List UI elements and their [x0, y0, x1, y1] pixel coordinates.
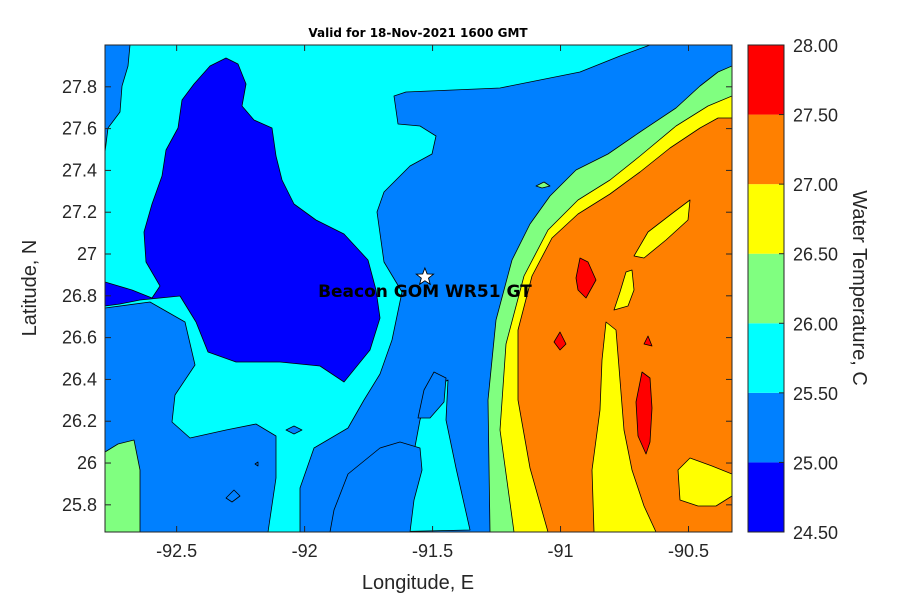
colorbar-tick-label: 28.00: [793, 36, 838, 56]
y-tick-label: 27: [77, 244, 97, 264]
x-tick-label: -91: [548, 541, 574, 561]
y-tick-label: 27.4: [62, 160, 97, 180]
y-tick-label: 26.8: [62, 286, 97, 306]
colorbar-tick-label: 27.00: [793, 175, 838, 195]
x-tick-label: -92: [292, 541, 318, 561]
colorbar-tick-label: 27.50: [793, 106, 838, 126]
colorbar-tick-label: 25.00: [793, 453, 838, 473]
y-tick-label: 27.6: [62, 119, 97, 139]
y-tick-label: 27.2: [62, 202, 97, 222]
colorbar: 24.50 25.00 25.50 26.00 26.50 27.00 27.50 28.00: [748, 36, 838, 543]
colorbar-tick-label: 25.50: [793, 384, 838, 404]
colorbar-segment: [748, 462, 784, 532]
station-label: Beacon GOM WR51 GT: [318, 282, 532, 302]
x-tick-label: -92.5: [156, 541, 197, 561]
x-tick-label: -91.5: [412, 541, 453, 561]
y-tick-label: 26.2: [62, 411, 97, 431]
y-tick-label: 27.8: [62, 77, 97, 97]
contour-band-26-26.5: [105, 440, 140, 532]
y-axis-label: Latitude, N: [19, 240, 41, 337]
colorbar-segment: [748, 254, 784, 324]
chart-title: Valid for 18-Nov-2021 1600 GMT: [308, 26, 528, 40]
colorbar-segment: [748, 115, 784, 185]
colorbar-label: Water Temperature, C: [848, 190, 870, 386]
colorbar-segment: [748, 184, 784, 254]
y-tick-label: 26.4: [62, 369, 97, 389]
colorbar-segment: [748, 323, 784, 393]
y-tick-label: 26.6: [62, 328, 97, 348]
y-tick-label: 26: [77, 453, 97, 473]
colorbar-tick-label: 24.50: [793, 523, 838, 543]
y-tick-label: 25.8: [62, 495, 97, 515]
colorbar-tick-label: 26.50: [793, 245, 838, 265]
colorbar-segment: [748, 45, 784, 115]
colorbar-tick-label: 26.00: [793, 314, 838, 334]
colorbar-segment: [748, 393, 784, 463]
x-axis-label: Longitude, E: [362, 572, 474, 594]
x-tick-label: -90.5: [668, 541, 709, 561]
